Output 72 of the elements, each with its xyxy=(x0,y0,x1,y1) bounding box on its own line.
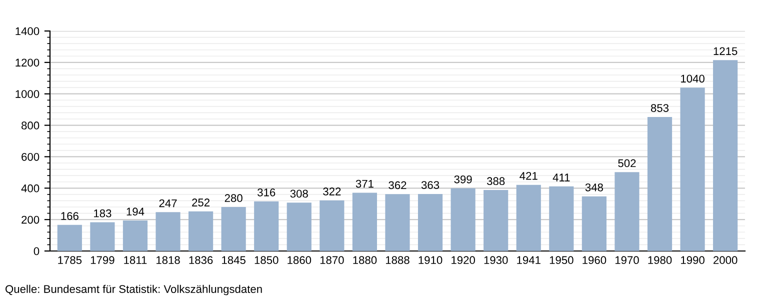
data-label: 247 xyxy=(159,199,177,208)
bar xyxy=(484,190,508,251)
x-tick-label: 1811 xyxy=(124,256,147,264)
y-tick-label: 600 xyxy=(22,152,40,161)
bar xyxy=(549,186,574,251)
bar xyxy=(516,184,541,251)
bar xyxy=(713,60,738,251)
x-tick-label: 1980 xyxy=(648,256,672,264)
bar xyxy=(614,172,640,251)
bar xyxy=(57,224,82,251)
bar xyxy=(254,201,279,251)
bar xyxy=(582,196,606,251)
x-tick-label: 1950 xyxy=(550,256,574,264)
data-label: 362 xyxy=(388,181,406,190)
x-tick-label: 1990 xyxy=(681,256,704,264)
x-tick-label: 1970 xyxy=(615,256,639,264)
bar xyxy=(450,188,476,251)
x-tick-label: 1880 xyxy=(353,256,377,264)
x-tick-label: 1799 xyxy=(90,256,114,264)
data-label: 252 xyxy=(192,198,210,206)
x-tick-label: 1888 xyxy=(386,256,410,264)
x-tick-label: 1845 xyxy=(222,256,246,264)
data-label: 853 xyxy=(650,104,669,112)
bar xyxy=(286,202,312,251)
data-label: 1040 xyxy=(681,74,704,83)
data-label: 348 xyxy=(585,183,603,192)
x-tick-label: 1960 xyxy=(582,256,606,264)
x-tick-label: 2000 xyxy=(714,256,738,264)
y-tick-label: 800 xyxy=(22,122,40,130)
data-label: 183 xyxy=(94,209,112,218)
y-tick-label: 0 xyxy=(34,247,40,256)
bar xyxy=(188,211,214,251)
data-label: 166 xyxy=(61,212,78,220)
bar xyxy=(221,207,246,251)
bar xyxy=(418,194,443,251)
x-tick-label: 1930 xyxy=(484,256,508,264)
x-tick-label: 1818 xyxy=(156,256,180,264)
data-label: 371 xyxy=(356,180,374,188)
bar xyxy=(647,116,672,251)
y-tick-label: 400 xyxy=(21,184,40,192)
x-tick-label: 1941 xyxy=(517,256,540,264)
source-note: Quelle: Bundesamt für Statistik: Volkszählungsdaten xyxy=(6,284,262,296)
data-label: 411 xyxy=(552,174,570,182)
data-label: 308 xyxy=(290,190,308,198)
bar xyxy=(385,194,410,251)
data-label: 388 xyxy=(487,177,505,186)
data-label: 1215 xyxy=(714,47,738,56)
bar xyxy=(320,200,344,251)
bar xyxy=(680,88,705,251)
y-tick-label: 200 xyxy=(22,216,40,224)
x-tick-label: 1836 xyxy=(189,256,213,264)
data-label: 399 xyxy=(454,175,472,184)
bar xyxy=(156,212,180,251)
data-label: 322 xyxy=(323,188,341,196)
data-label: 316 xyxy=(258,188,276,196)
bar xyxy=(90,222,115,251)
x-tick-label: 1910 xyxy=(418,256,442,264)
data-label: 194 xyxy=(126,208,144,216)
y-tick-label: 1200 xyxy=(16,58,40,67)
data-label: 502 xyxy=(618,159,636,168)
data-label: 421 xyxy=(520,172,538,180)
y-tick-label: 1000 xyxy=(16,90,40,98)
x-tick-label: 1860 xyxy=(288,256,312,264)
x-tick-label: 1870 xyxy=(320,256,344,264)
bar xyxy=(352,192,378,251)
data-label: 280 xyxy=(224,194,242,202)
data-label: 363 xyxy=(421,181,440,189)
x-tick-label: 1920 xyxy=(452,256,475,264)
y-tick-label: 1400 xyxy=(16,27,40,36)
x-tick-label: 1850 xyxy=(254,256,278,264)
bar xyxy=(122,220,148,251)
x-tick-label: 1785 xyxy=(58,256,82,264)
